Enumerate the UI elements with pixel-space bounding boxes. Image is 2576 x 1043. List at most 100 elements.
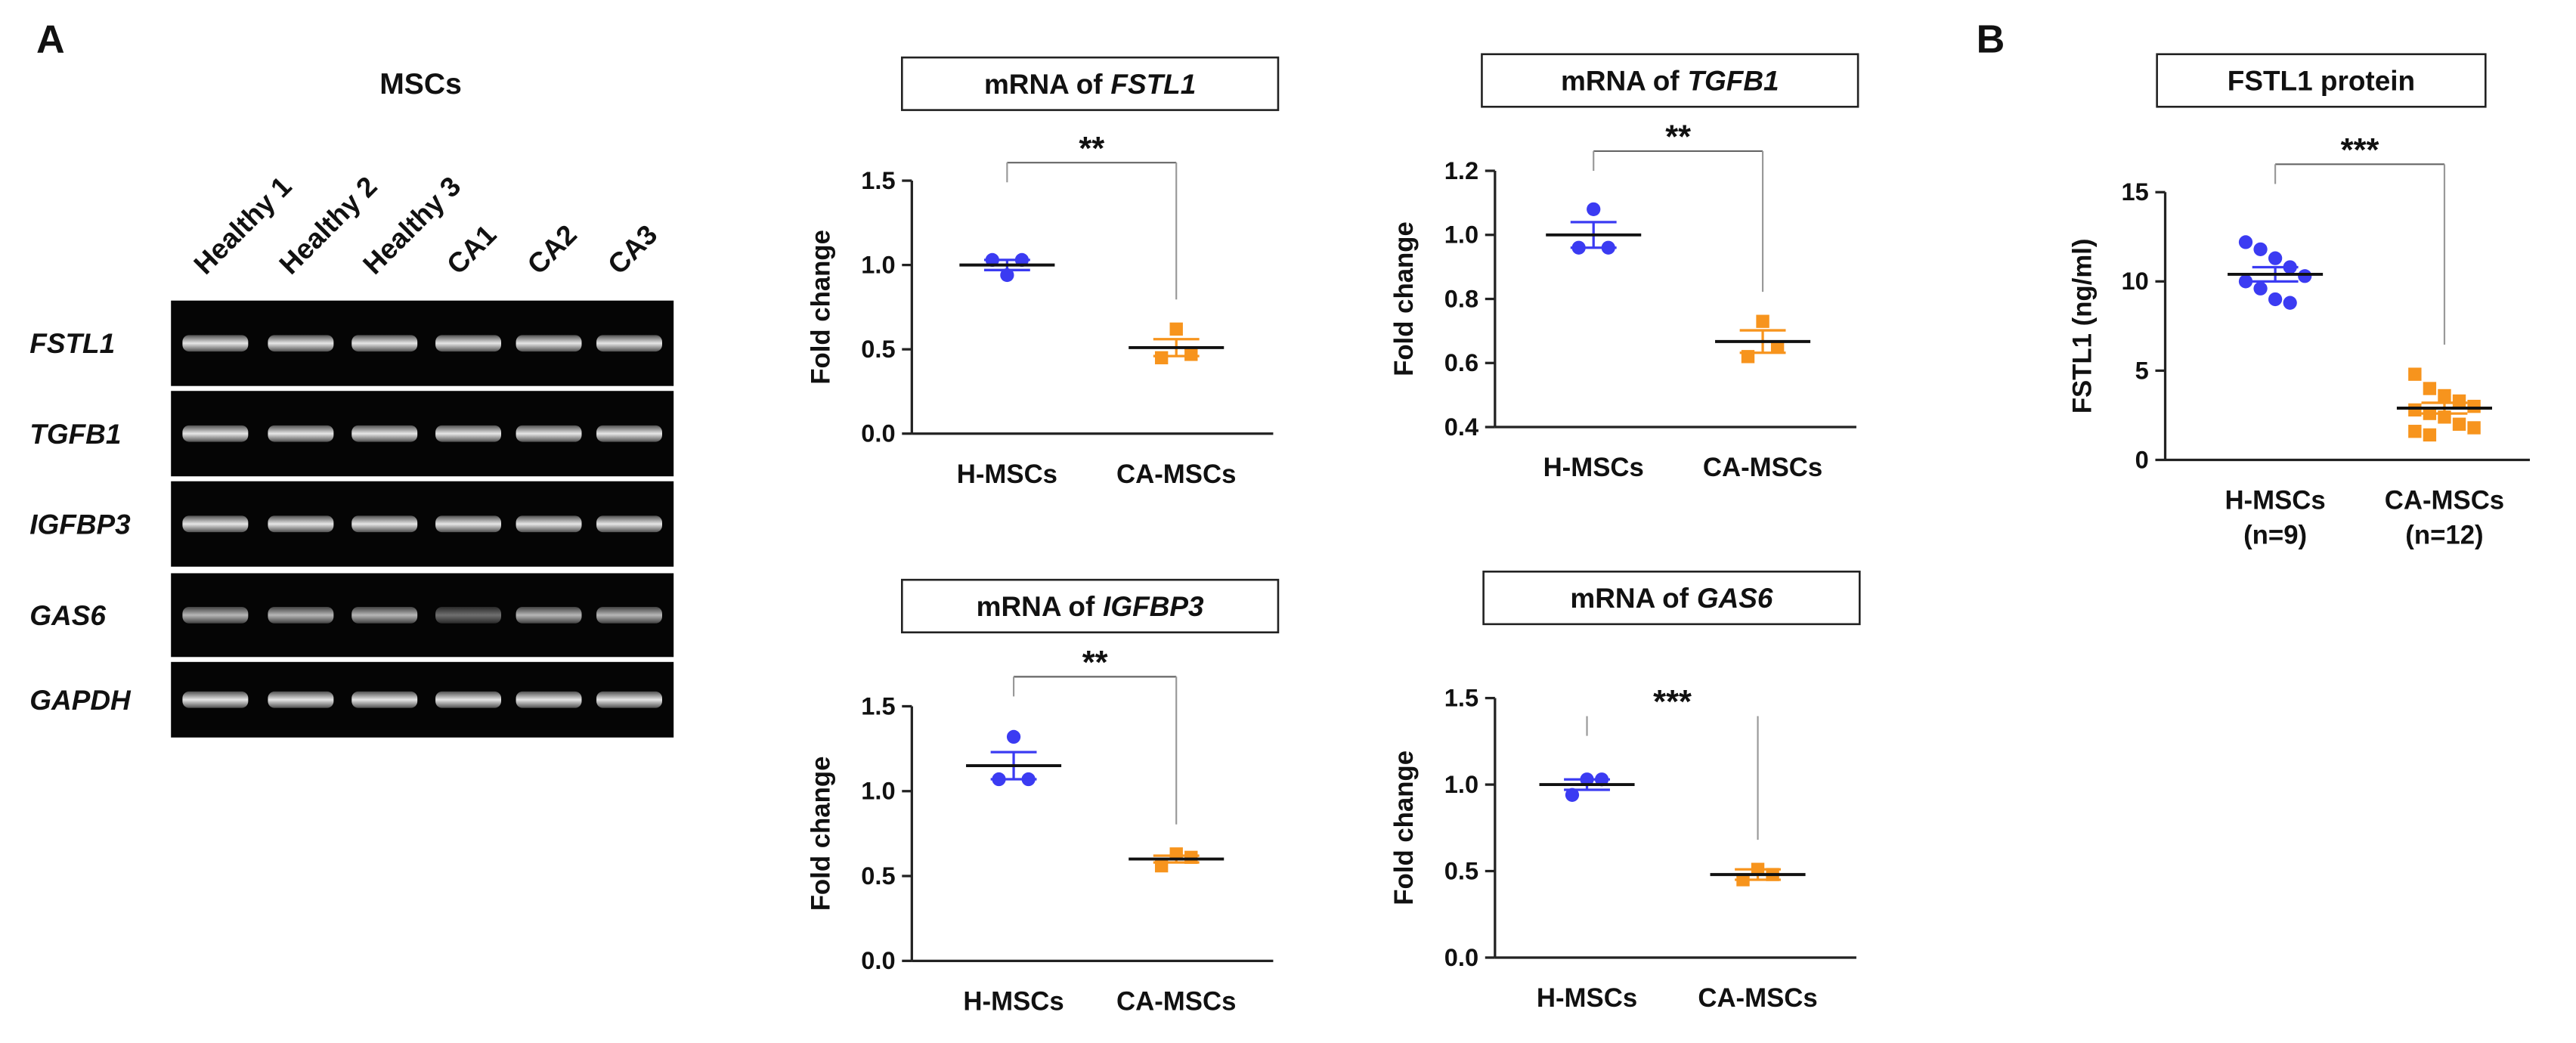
- y-tick-label: 0.0: [1444, 943, 1478, 971]
- x-tick-label: H-MSCs: [957, 460, 1057, 489]
- y-tick-label: 15: [2122, 178, 2149, 206]
- x-tick-label: H-MSCs: [963, 988, 1064, 1017]
- y-axis-label: Fold change: [807, 230, 836, 385]
- gel-band: [596, 515, 662, 533]
- gel-band: [268, 607, 334, 624]
- title-box: [2156, 53, 2487, 108]
- data-point: [2452, 394, 2466, 408]
- gel-band: [435, 425, 502, 442]
- data-point: [1154, 351, 1169, 365]
- gel-band: [516, 691, 582, 708]
- y-tick-label: 1.0: [861, 777, 895, 805]
- data-point: [1169, 847, 1183, 861]
- gel-band: [182, 607, 249, 624]
- chart-title: mRNA of FSTL1: [984, 69, 1196, 100]
- x-tick-sublabel: (n=12): [2405, 521, 2483, 549]
- y-tick-label: 1.5: [861, 692, 895, 720]
- gel-band: [268, 335, 334, 352]
- y-tick-label: 10: [2122, 267, 2149, 295]
- gel-band: [268, 425, 334, 442]
- gene-label: GAPDH: [29, 685, 132, 716]
- gel-band: [596, 425, 662, 442]
- title-box: [900, 578, 1280, 633]
- y-tick-label: 1.2: [1444, 156, 1478, 184]
- x-tick-label: CA-MSCs: [1116, 988, 1236, 1017]
- data-point: [1184, 850, 1198, 865]
- data-point: [1587, 202, 1601, 216]
- gel-band: [435, 607, 502, 624]
- chart-title: mRNA of GAS6: [1570, 583, 1773, 614]
- panel-label: B: [1977, 18, 2005, 62]
- gel-band: [351, 335, 418, 352]
- data-point: [2253, 242, 2268, 256]
- gene-label: GAS6: [29, 600, 106, 631]
- x-tick-label: H-MSCs: [2225, 487, 2325, 515]
- data-point: [2238, 274, 2253, 289]
- gel-band: [435, 691, 502, 708]
- data-point: [2408, 403, 2422, 417]
- significance: ***: [2341, 132, 2379, 169]
- gel-band: [182, 691, 249, 708]
- x-tick-label: H-MSCs: [1537, 984, 1637, 1013]
- x-tick-label: CA-MSCs: [2385, 487, 2504, 515]
- data-point: [2467, 399, 2481, 413]
- data-point: [2238, 235, 2253, 249]
- data-point: [2438, 388, 2451, 403]
- y-tick-label: 0.0: [861, 946, 895, 974]
- gene-label: TGFB1: [29, 419, 121, 450]
- significance: **: [1079, 131, 1104, 167]
- title-gene: FSTL1: [1110, 69, 1196, 100]
- y-tick-label: 1.5: [1444, 683, 1478, 711]
- gel-row: [171, 573, 674, 658]
- y-axis-label: Fold change: [1390, 221, 1419, 376]
- data-point: [1000, 268, 1014, 283]
- title-box: [1482, 570, 1861, 626]
- data-point: [2268, 292, 2283, 307]
- data-point: [2423, 428, 2437, 442]
- x-tick-label: CA-MSCs: [1703, 453, 1822, 482]
- gel-band: [516, 335, 582, 352]
- y-tick-label: 1.0: [861, 250, 895, 278]
- gel-row: [171, 300, 674, 386]
- title-text: mRNA of: [1561, 66, 1680, 97]
- gel-title: MSCs: [379, 68, 462, 101]
- x-tick-label: CA-MSCs: [1116, 460, 1236, 489]
- data-point: [2452, 417, 2466, 431]
- y-tick-label: 0.4: [1444, 413, 1478, 441]
- gel-band: [182, 515, 249, 533]
- gel-band: [351, 607, 418, 624]
- y-tick-label: 0.5: [861, 862, 895, 890]
- gene-label: FSTL1: [29, 328, 115, 359]
- gel-band: [435, 335, 502, 352]
- y-tick-label: 1.0: [1444, 770, 1478, 798]
- y-tick-label: 1.5: [861, 166, 895, 194]
- title-text: FSTL1 protein: [2228, 66, 2415, 97]
- title-box: [900, 56, 1280, 111]
- title-text: mRNA of: [984, 69, 1103, 100]
- gel-band: [516, 607, 582, 624]
- data-point: [1565, 788, 1580, 802]
- y-axis-label: FSTL1 (ng/ml): [2069, 239, 2098, 414]
- data-point: [2467, 421, 2481, 435]
- title-gene: IGFBP3: [1103, 591, 1204, 622]
- gene-label: IGFBP3: [29, 509, 131, 540]
- y-tick-label: 0.8: [1444, 284, 1478, 312]
- chart-title: FSTL1 protein: [2228, 66, 2415, 97]
- data-point: [2408, 425, 2422, 438]
- gel-band: [596, 691, 662, 708]
- gel-band: [182, 425, 249, 442]
- gel-band: [351, 425, 418, 442]
- panel-label: A: [36, 18, 65, 62]
- data-point: [1006, 729, 1021, 744]
- y-tick-label: 0.5: [861, 335, 895, 363]
- gel-band: [351, 691, 418, 708]
- data-point: [2408, 367, 2422, 381]
- gel-band: [351, 515, 418, 533]
- y-axis-label: Fold change: [807, 757, 836, 911]
- significance: **: [1082, 645, 1108, 681]
- x-tick-label: CA-MSCs: [1698, 984, 1817, 1013]
- gel-band: [268, 691, 334, 708]
- title-text: mRNA of: [977, 591, 1095, 622]
- title-text: mRNA of: [1570, 583, 1689, 614]
